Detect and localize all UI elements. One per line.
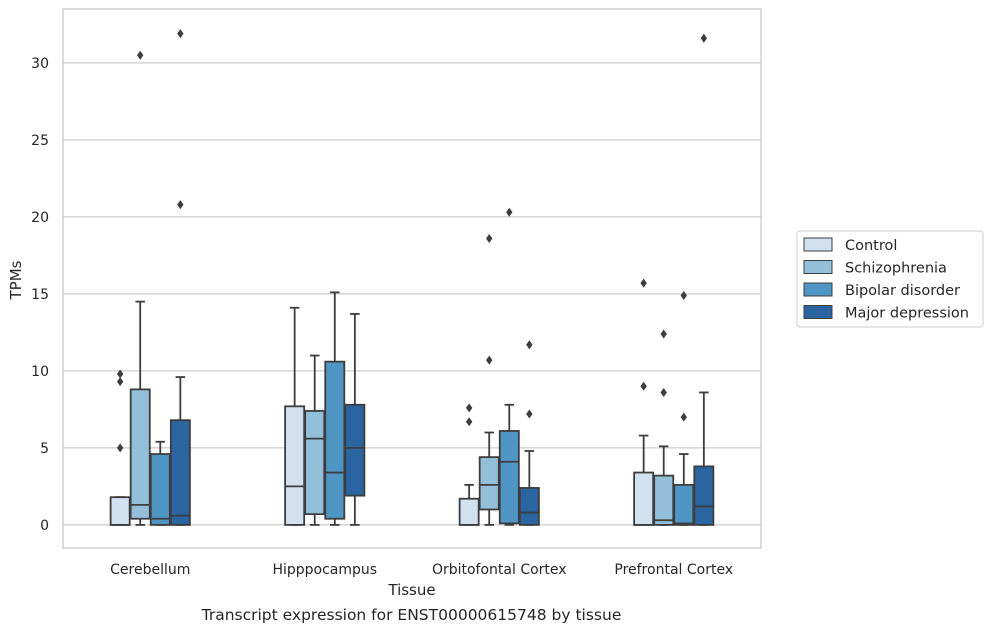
y-tick-label: 10 <box>31 364 49 380</box>
x-axis-label: Tissue <box>387 581 435 599</box>
box-body <box>498 430 520 525</box>
box-body <box>673 483 695 526</box>
figure-caption: Transcript expression for ENST0000061574… <box>201 606 622 624</box>
legend-frame <box>796 230 984 328</box>
y-axis-label: TPMs <box>7 260 25 300</box>
legend-label: Bipolar disorder <box>845 283 960 299</box>
y-tick-label: 15 <box>31 287 49 303</box>
box-schizophrenia <box>653 329 675 526</box>
plot-frame <box>62 8 762 549</box>
outlier-point <box>177 29 184 39</box>
box-major-depression <box>169 29 191 526</box>
box-body <box>169 419 191 526</box>
box-body <box>344 403 366 497</box>
y-tick-label: 20 <box>31 210 49 226</box>
box-control <box>633 278 655 526</box>
box-body <box>478 456 500 511</box>
box-control <box>284 306 306 526</box>
x-tick-label: Prefrontal Cortex <box>614 562 733 578</box>
box-body <box>129 388 151 520</box>
box-body <box>653 474 675 526</box>
box-body <box>149 453 171 526</box>
box-bipolar-disorder <box>324 291 346 526</box>
outlier-point <box>680 412 687 422</box>
box-schizophrenia <box>304 354 326 526</box>
outlier-point <box>660 329 667 339</box>
box-body <box>109 496 131 526</box>
box-body <box>304 410 326 516</box>
outlier-point <box>465 417 473 427</box>
legend-swatch <box>803 237 833 252</box>
box-major-depression <box>344 313 366 526</box>
outlier-point <box>486 355 493 365</box>
outlier-point <box>640 278 647 288</box>
y-tick-label: 0 <box>40 518 49 534</box>
x-tick-label: Hipppocampus <box>272 562 377 578</box>
outlier-point <box>680 290 687 300</box>
box-body <box>518 487 540 526</box>
outlier-point <box>116 443 124 453</box>
box-bipolar-disorder <box>149 440 171 526</box>
legend-label: Control <box>845 238 897 254</box>
box-major-depression <box>693 33 715 526</box>
outlier-point <box>526 409 533 419</box>
y-tick-label: 25 <box>31 133 49 149</box>
box-body <box>324 360 346 520</box>
box-bipolar-disorder <box>498 207 520 526</box>
box-body <box>633 471 655 526</box>
x-axis-ticks: Cerebellum Hipppocampus Orbitofontal Corte… <box>110 562 733 578</box>
box-groups <box>109 29 715 526</box>
legend-swatch <box>803 305 833 319</box>
outlier-point <box>116 377 124 387</box>
legend-label: Major depression <box>845 306 969 322</box>
y-tick-label: 30 <box>31 56 49 72</box>
outlier-point <box>640 381 647 391</box>
box-body <box>693 465 715 526</box>
box-bipolar-disorder <box>673 290 695 526</box>
outlier-point <box>486 233 493 243</box>
legend: Control Schizophrenia Bipolar disorder Majo… <box>796 230 984 328</box>
x-tick-label: Cerebellum <box>110 562 190 578</box>
outlier-point <box>177 200 184 210</box>
legend-label: Schizophrenia <box>845 261 947 277</box>
box-body <box>284 405 306 526</box>
box-schizophrenia <box>478 233 500 526</box>
outlier-point <box>137 50 144 60</box>
box-control <box>458 403 480 526</box>
outlier-point <box>660 387 667 397</box>
box-body <box>458 497 480 526</box>
box-major-depression <box>518 340 540 526</box>
outlier-point <box>116 369 124 379</box>
outlier-point <box>506 207 513 217</box>
y-tick-label: 5 <box>40 441 49 457</box>
box-control <box>109 369 131 526</box>
legend-swatch <box>803 260 833 274</box>
outlier-point <box>700 33 708 43</box>
y-axis-ticks: 0 5 10 15 20 25 30 <box>31 56 49 534</box>
box-schizophrenia <box>129 50 151 526</box>
outlier-point <box>526 340 533 350</box>
outlier-point <box>465 403 473 413</box>
legend-swatch <box>803 282 833 297</box>
x-tick-label: Orbitofontal Cortex <box>432 562 567 578</box>
